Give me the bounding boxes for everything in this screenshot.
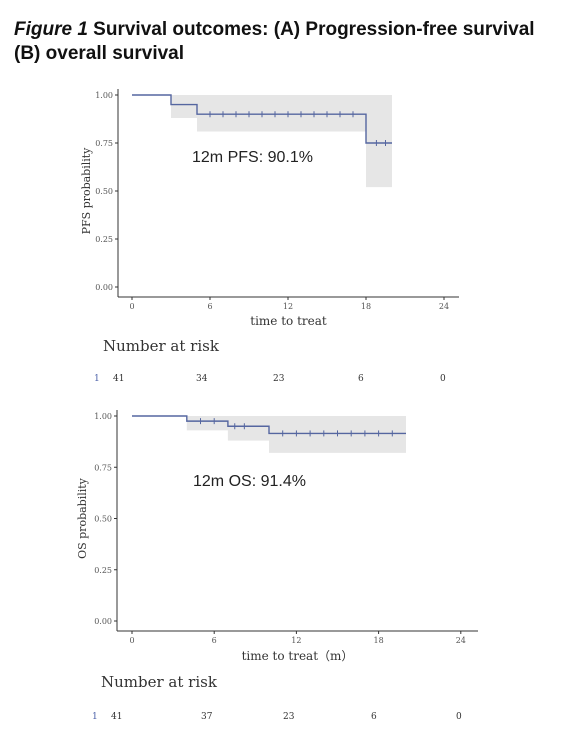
pfs-risk-row: 1 41 34 23 6 0 (0, 374, 583, 388)
os-y-axis-label: OS probability (76, 477, 89, 559)
pfs-y-tick-label: 0.00 (95, 283, 113, 292)
os-annotation: 12m OS: 91.4% (193, 473, 306, 490)
os-x-axis-label: time to treat（m） (242, 649, 354, 663)
os-y-tick-label: 0.25 (94, 566, 112, 575)
figure-title-line2: (B) overall survival (14, 43, 185, 64)
pfs-risk-title: Number at risk (103, 337, 219, 355)
pfs-x-tick-label: 6 (207, 302, 212, 311)
os-y-tick-label: 1.00 (94, 412, 112, 421)
pfs-risk-strata: 1 (94, 374, 100, 384)
pfs-y-tick-label: 1.00 (95, 91, 113, 100)
os-risk-count: 37 (201, 712, 213, 722)
pfs-risk-count: 34 (196, 374, 208, 384)
figure-title: Figure 1 Survival outcomes: (A) Progress… (14, 18, 574, 66)
os-x-tick-label: 18 (374, 636, 384, 645)
figure-title-line1: Survival outcomes: (A) Progression-free … (87, 19, 535, 40)
pfs-risk-count: 23 (273, 374, 285, 384)
pfs-risk-count: 0 (440, 374, 446, 384)
pfs-ci-band (171, 95, 392, 188)
pfs-risk-count: 41 (113, 374, 125, 384)
os-risk-strata: 1 (92, 712, 98, 722)
pfs-x-tick-label: 0 (129, 302, 134, 311)
os-risk-row: 1 41 37 23 6 0 (0, 712, 583, 726)
pfs-x-tick-label: 24 (439, 302, 449, 311)
pfs-x-tick-label: 18 (361, 302, 371, 311)
os-risk-title: Number at risk (101, 673, 217, 691)
pfs-survival-curve (132, 94, 392, 144)
pfs-annotation: 12m PFS: 90.1% (192, 149, 313, 166)
os-risk-count: 23 (283, 712, 295, 722)
os-x-tick-label: 12 (291, 636, 301, 645)
os-x-tick-label: 0 (129, 636, 134, 645)
os-risk-count: 0 (456, 712, 462, 722)
pfs-risk-count: 6 (358, 374, 364, 384)
pfs-x-tick-label: 12 (283, 302, 293, 311)
pfs-y-tick-label: 0.25 (95, 235, 113, 244)
os-x-tick-label: 6 (212, 636, 217, 645)
figure-label: Figure 1 (14, 19, 88, 40)
os-x-tick-label: 24 (456, 636, 466, 645)
os-risk-count: 6 (371, 712, 377, 722)
os-y-tick-label: 0.75 (94, 463, 112, 472)
os-risk-count: 41 (111, 712, 123, 722)
pfs-y-tick-label: 0.75 (95, 139, 113, 148)
os-y-tick-label: 0.00 (94, 617, 112, 626)
pfs-y-tick-label: 0.50 (95, 187, 113, 196)
os-survival-curve (132, 415, 406, 435)
os-y-tick-label: 0.50 (94, 515, 112, 524)
pfs-x-axis-label: time to treat (250, 314, 327, 328)
pfs-y-axis-label: PFS probability (80, 147, 93, 235)
